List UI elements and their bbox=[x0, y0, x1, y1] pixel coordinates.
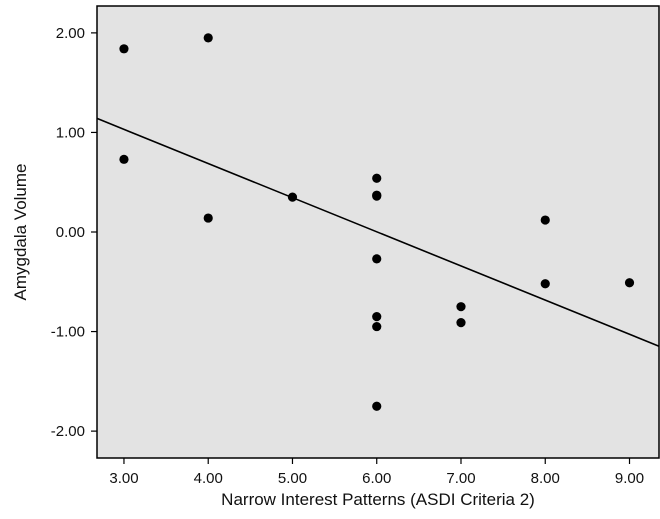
x-tick-label: 6.00 bbox=[362, 470, 391, 487]
y-tick-label: 1.00 bbox=[56, 124, 85, 141]
y-axis-label: Amygdala Volume bbox=[11, 163, 30, 300]
data-point bbox=[456, 302, 466, 312]
y-tick-label: -1.00 bbox=[51, 324, 85, 341]
data-point bbox=[372, 312, 382, 322]
y-tick-label: 2.00 bbox=[56, 25, 85, 42]
y-tick-label: -2.00 bbox=[51, 423, 85, 440]
x-tick-label: 7.00 bbox=[446, 470, 475, 487]
fit-line-group bbox=[96, 117, 660, 347]
x-tick-label: 9.00 bbox=[615, 470, 644, 487]
data-point bbox=[119, 44, 129, 54]
data-point bbox=[624, 278, 635, 288]
tick-labels: 3.00 4.00 5.00 6.00 7.00 8.00 9.00 2.00 1.00 0.00… bbox=[51, 25, 644, 487]
data-point bbox=[203, 33, 213, 43]
data-point bbox=[287, 192, 298, 202]
data-point bbox=[456, 317, 466, 328]
data-point bbox=[372, 401, 382, 411]
x-tick-label: 5.00 bbox=[278, 470, 307, 487]
y-tick-label: 0.00 bbox=[56, 224, 85, 241]
x-tick-label: 3.00 bbox=[109, 470, 138, 487]
data-point bbox=[540, 279, 550, 289]
x-tick-label: 8.00 bbox=[531, 470, 560, 487]
data-point bbox=[372, 254, 382, 264]
regression-line bbox=[96, 117, 660, 347]
data-point bbox=[203, 213, 213, 223]
data-point bbox=[540, 215, 550, 225]
data-point bbox=[372, 191, 382, 201]
data-points bbox=[119, 33, 635, 411]
x-tick-label: 4.00 bbox=[194, 470, 223, 487]
x-axis-label: Narrow Interest Patterns (ASDI Criteria … bbox=[221, 490, 535, 509]
axis-ticks bbox=[91, 32, 631, 464]
data-point bbox=[119, 154, 129, 164]
data-point bbox=[372, 321, 382, 332]
data-point bbox=[372, 173, 382, 183]
